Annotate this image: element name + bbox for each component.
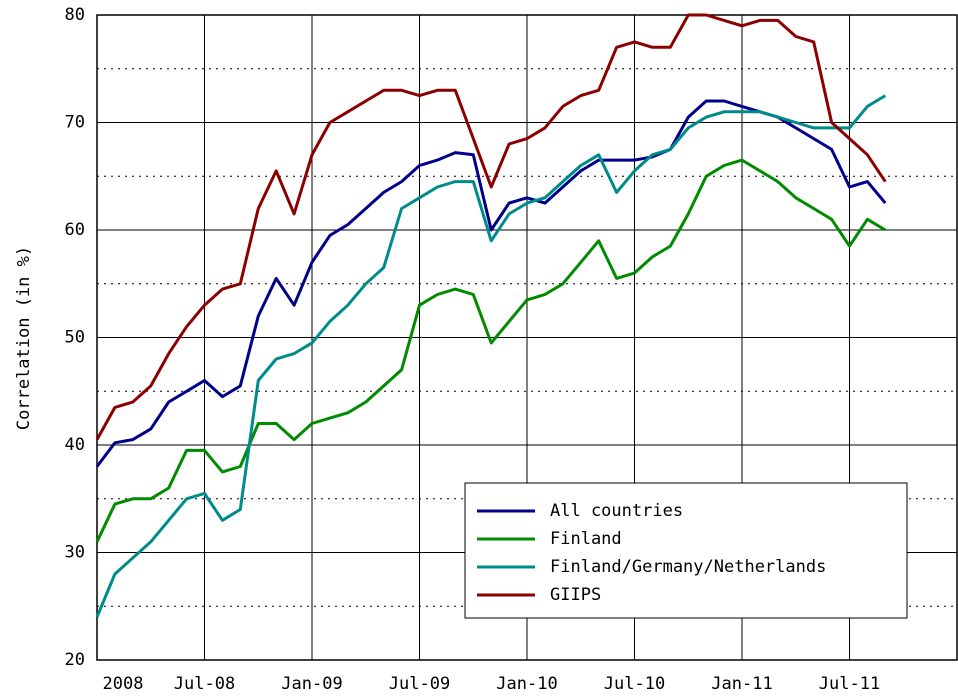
legend-label: Finland/Germany/Netherlands bbox=[550, 557, 826, 577]
y-axis-label: Correlation (in %) bbox=[14, 246, 34, 430]
x-tick-label: Jan-09 bbox=[281, 674, 342, 694]
x-tick-label: Jul-08 bbox=[174, 674, 235, 694]
series-line bbox=[95, 94, 887, 618]
plot-frame bbox=[96, 14, 958, 661]
x-tick-label: Jul-10 bbox=[604, 674, 665, 694]
series-line bbox=[95, 13, 887, 441]
y-tick-label: 60 bbox=[65, 220, 85, 240]
y-tick-label: 20 bbox=[65, 650, 85, 670]
x-tick-label: Jan-10 bbox=[496, 674, 557, 694]
x-tick-label: Jan-11 bbox=[711, 674, 772, 694]
legend-box bbox=[464, 482, 908, 619]
series-line bbox=[95, 99, 887, 468]
y-tick-label: 70 bbox=[65, 113, 85, 133]
y-tick-label: 80 bbox=[65, 5, 85, 25]
legend-label: GIIPS bbox=[550, 585, 601, 605]
series-line bbox=[95, 158, 887, 543]
y-tick-label: 40 bbox=[65, 435, 85, 455]
legend-label: All countries bbox=[550, 501, 683, 521]
legend-label: Finland bbox=[550, 529, 622, 549]
y-tick-label: 30 bbox=[65, 543, 85, 563]
x-tick-label: Jul-11 bbox=[819, 674, 880, 694]
y-tick-label: 50 bbox=[65, 328, 85, 348]
x-tick-label: Jul-09 bbox=[389, 674, 450, 694]
x-tick-label: 2008 bbox=[103, 674, 144, 694]
